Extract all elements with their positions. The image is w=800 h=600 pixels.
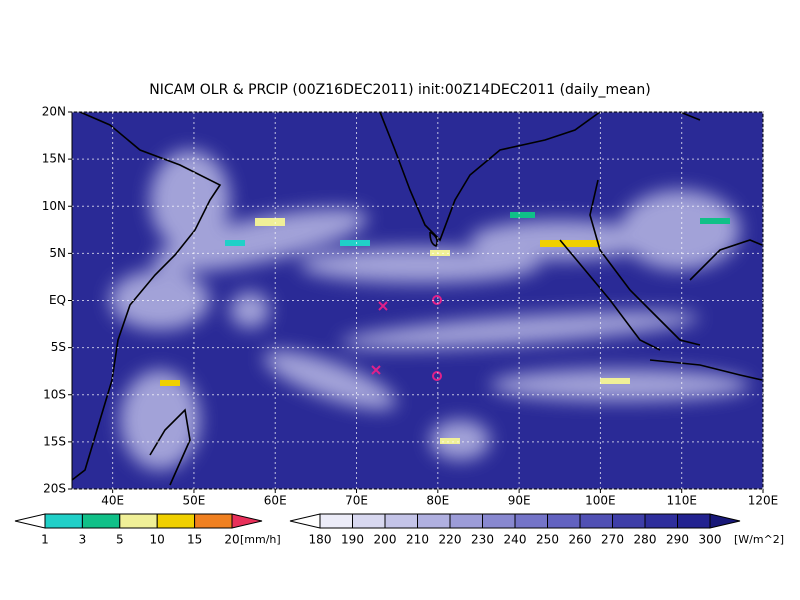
colorbar-label: 210 (406, 533, 429, 547)
precip-cells (160, 212, 730, 444)
colorbar-label: 1 (41, 533, 49, 547)
x-tick-label: 100E (585, 494, 616, 508)
x-tick-label: 60E (264, 494, 287, 508)
x-tick-label: 50E (183, 494, 206, 508)
colorbar-label: 300 (699, 533, 722, 547)
map-title: NICAM OLR & PRCIP (00Z16DEC2011) init:00… (149, 82, 650, 98)
y-tick-label: EQ (49, 293, 66, 307)
colorbar-over (231, 513, 263, 529)
colorbar-label: 260 (569, 533, 592, 547)
colorbar-box (547, 513, 581, 529)
y-tick-label: 15N (42, 152, 66, 166)
colorbar-label: 280 (634, 533, 657, 547)
colorbar-label: 270 (601, 533, 624, 547)
cloud-bands (110, 150, 750, 470)
colorbar-under (14, 513, 46, 529)
colorbar-label: 250 (536, 533, 559, 547)
colorbar-box (119, 513, 158, 529)
colorbar-under (289, 513, 321, 529)
coastlines (72, 112, 763, 486)
x-tick-label: 110E (666, 494, 697, 508)
y-tick-label: 20N (42, 105, 66, 119)
colorbar-box (319, 513, 353, 529)
colorbar-box (384, 513, 418, 529)
colorbar-box (156, 513, 196, 529)
colorbar-box (482, 513, 516, 529)
colorbar-box (449, 513, 483, 529)
colorbar-label: 3 (79, 533, 87, 547)
colorbar-label: 200 (374, 533, 397, 547)
x-tick-label: 90E (508, 494, 531, 508)
colorbar-box (81, 513, 121, 529)
colorbar-box (352, 513, 386, 529)
colorbar-unit: [W/m^2] (734, 533, 784, 546)
colorbar-label: 15 (187, 533, 202, 547)
y-tick-label: 20S (43, 482, 66, 496)
colorbar-label: 190 (341, 533, 364, 547)
x-tick-label: 40E (101, 494, 124, 508)
x-tick-label: 80E (426, 494, 449, 508)
colorbar-box (677, 513, 711, 529)
colorbar-box (44, 513, 83, 529)
colorbar-box (194, 513, 233, 529)
colorbar-box (579, 513, 613, 529)
colorbar-label: 20 (224, 533, 239, 547)
x-tick-label: 70E (345, 494, 368, 508)
colorbar-box (417, 513, 451, 529)
y-tick-label: 10S (43, 387, 66, 401)
colorbar-label: 220 (439, 533, 462, 547)
colorbar-label: 180 (309, 533, 332, 547)
colorbar-label: 5 (116, 533, 124, 547)
colorbar-label: 240 (504, 533, 527, 547)
colorbar-label: 230 (471, 533, 494, 547)
y-tick-label: 5S (51, 340, 66, 354)
colorbar-label: 10 (150, 533, 165, 547)
colorbar-over (709, 513, 741, 529)
colorbar-box (514, 513, 548, 529)
y-tick-label: 15S (43, 434, 66, 448)
colorbar-label: 290 (666, 533, 689, 547)
colorbar-box (612, 513, 646, 529)
colorbar-unit: [mm/h] (240, 533, 281, 546)
colorbar-box (644, 513, 678, 529)
y-tick-label: 5N (49, 246, 66, 260)
y-tick-label: 10N (42, 199, 66, 213)
x-tick-label: 120E (748, 494, 779, 508)
